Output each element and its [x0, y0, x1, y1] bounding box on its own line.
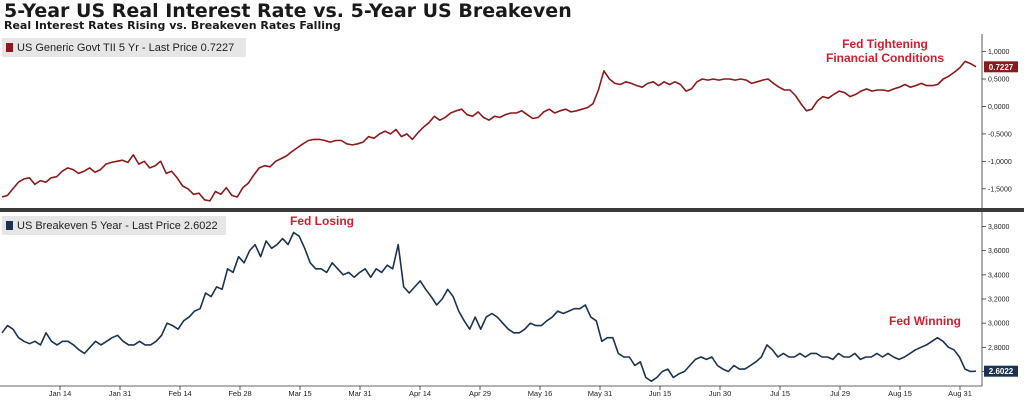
x-tick-label: Aug 15 [888, 389, 912, 398]
x-tick-label: Jun 15 [649, 389, 672, 398]
x-tick-label: Apr 29 [469, 389, 491, 398]
annotation-fed-tightening-line2: Financial Conditions [826, 51, 944, 65]
top-panel-frame [0, 34, 1024, 208]
x-tick-label: Jan 14 [49, 389, 72, 398]
bottom-y-tick-label: 2,8000 [988, 345, 1010, 352]
bottom-y-tick-label: 3,4000 [988, 272, 1010, 279]
top-last-price: 0.7227 [989, 63, 1014, 72]
x-tick-label: Jan 31 [109, 389, 132, 398]
top-y-tick-label: 0,5000 [988, 77, 1010, 84]
top-y-tick-label: -0,5000 [988, 131, 1012, 138]
x-axis: Jan 14 Jan 31 Feb 14 Feb 28 Mar 15 Mar 31 Apr … [49, 386, 972, 398]
top-legend-swatch [6, 43, 13, 52]
x-tick-label: Aug 31 [948, 389, 972, 398]
top-last-price-badge: 0.7227 [984, 61, 1018, 73]
breakeven-series-line [1, 231, 977, 382]
bottom-y-tick-label: 3,6000 [988, 248, 1010, 255]
bottom-legend: US Breakeven 5 Year - Last Price 2.6022 [2, 216, 226, 235]
annotation-fed-winning: Fed Winning [889, 314, 961, 328]
bottom-y-tick-label: 3,0000 [988, 321, 1010, 328]
x-tick-label: Jul 15 [770, 389, 790, 398]
x-tick-label: May 16 [528, 389, 553, 398]
bottom-y-axis: 3,80003,60003,40003,20003,00002,80002,60… [982, 224, 1010, 376]
top-y-tick-label: 0,0000 [988, 104, 1010, 111]
bottom-last-price: 2.6022 [989, 367, 1014, 376]
top-legend-label: US Generic Govt TII 5 Yr - Last Price 0.… [17, 42, 234, 54]
real-rate-series-line [1, 60, 977, 202]
top-y-tick-label: -1,5000 [988, 186, 1012, 193]
x-tick-label: Mar 31 [348, 389, 371, 398]
top-legend: US Generic Govt TII 5 Yr - Last Price 0.… [2, 38, 246, 57]
bottom-legend-label: US Breakeven 5 Year - Last Price 2.6022 [17, 220, 218, 232]
top-y-tick-label: -1,0000 [988, 159, 1012, 166]
x-tick-label: Jun 30 [709, 389, 732, 398]
x-tick-label: Feb 28 [228, 389, 251, 398]
x-tick-label: May 31 [588, 389, 613, 398]
top-y-tick-label: 1,0000 [988, 49, 1010, 56]
x-tick-label: Jul 29 [830, 389, 850, 398]
bottom-y-tick-label: 3,8000 [988, 224, 1010, 231]
x-tick-label: Feb 14 [168, 389, 191, 398]
x-tick-label: Mar 15 [288, 389, 311, 398]
chart-title: 5-Year US Real Interest Rate vs. 5-Year … [4, 0, 572, 22]
bottom-legend-swatch [6, 221, 13, 230]
annotation-fed-tightening-line1: Fed Tightening [842, 37, 928, 51]
bottom-last-price-badge: 2.6022 [984, 365, 1018, 377]
annotation-fed-losing: Fed Losing [290, 214, 354, 228]
bottom-y-tick-label: 3,2000 [988, 297, 1010, 304]
top-y-axis: 1,0000 0,5000 0,0000 -0,5000 -1,0000 -1,5000 [982, 49, 1012, 193]
chart-subtitle: Real Interest Rates Rising vs. Breakeven… [4, 19, 341, 32]
divider-bar [0, 208, 1024, 212]
x-tick-label: Apr 14 [409, 389, 431, 398]
